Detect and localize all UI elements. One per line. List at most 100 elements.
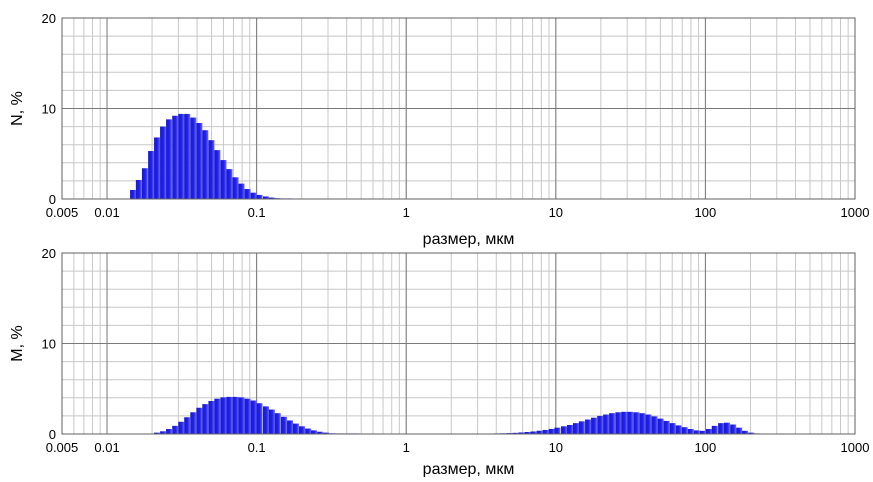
bar xyxy=(561,426,568,434)
bar xyxy=(220,160,227,199)
bar xyxy=(130,189,137,199)
plot-frame xyxy=(61,17,856,200)
y-tick-label: 20 xyxy=(42,246,56,261)
bar xyxy=(220,397,227,434)
bar xyxy=(208,140,215,199)
bar xyxy=(651,416,658,434)
bar xyxy=(184,113,191,199)
y-tick-label: 0 xyxy=(49,192,56,207)
x-tick-label: 10 xyxy=(549,440,563,455)
bar xyxy=(184,417,191,434)
bar xyxy=(256,403,263,434)
bar xyxy=(160,126,167,199)
x-tick-label: 0.01 xyxy=(94,205,119,220)
bar xyxy=(287,420,294,434)
bar xyxy=(226,396,233,434)
bar xyxy=(542,429,549,434)
bar xyxy=(202,404,209,434)
bar xyxy=(135,180,142,199)
bar xyxy=(232,396,239,434)
x-tick-label: 0.1 xyxy=(248,440,266,455)
bar xyxy=(567,424,574,434)
bar xyxy=(190,117,197,199)
bar xyxy=(663,420,670,434)
bar xyxy=(615,412,622,434)
x-axis-label: размер, мкм xyxy=(423,461,515,477)
bar xyxy=(305,428,312,434)
bar xyxy=(730,424,737,434)
bar xyxy=(160,431,167,434)
bar xyxy=(742,430,749,434)
bar xyxy=(687,429,694,434)
x-tick-label: 10 xyxy=(549,205,563,220)
bar xyxy=(609,413,616,434)
bar xyxy=(244,189,251,199)
bar xyxy=(657,418,664,434)
bar xyxy=(317,431,324,434)
bar xyxy=(178,113,185,199)
bar xyxy=(238,183,245,199)
bar xyxy=(639,413,646,434)
bar xyxy=(591,417,598,434)
plot-frame xyxy=(61,252,856,435)
y-tick-label: 10 xyxy=(42,102,56,117)
bar xyxy=(736,427,743,434)
bar xyxy=(178,421,185,434)
bar xyxy=(548,428,555,434)
bar xyxy=(597,415,604,434)
bar xyxy=(190,412,197,434)
y-axis-label: M, % xyxy=(9,325,26,361)
bar xyxy=(232,177,239,199)
bar xyxy=(202,130,209,199)
bar xyxy=(718,423,725,434)
bar xyxy=(166,119,173,199)
mass-distribution-chart: 0.005 0.01 0.1 1 10 100 1000 0 10 20 размер, мкм M,… xyxy=(9,246,870,478)
x-tick-label: 100 xyxy=(695,205,717,220)
x-tick-label: 1000 xyxy=(841,440,870,455)
x-tick-label: 0.01 xyxy=(94,440,119,455)
bar xyxy=(693,430,700,434)
bar xyxy=(711,425,718,434)
bar xyxy=(603,414,610,434)
y-tick-label: 20 xyxy=(42,11,56,26)
bar xyxy=(585,419,592,434)
bar xyxy=(268,409,275,434)
bar xyxy=(196,122,203,199)
bar xyxy=(524,432,531,434)
bar xyxy=(675,425,682,434)
bar xyxy=(645,414,652,434)
bar xyxy=(705,429,712,434)
y-axis-label: N, % xyxy=(9,91,26,126)
x-tick-label: 0.005 xyxy=(46,205,79,220)
bar xyxy=(262,406,269,434)
bar xyxy=(141,168,148,199)
bar xyxy=(699,430,706,434)
bar xyxy=(681,427,688,434)
x-tick-label: 1 xyxy=(403,205,410,220)
y-tick-label: 0 xyxy=(49,427,56,442)
bar xyxy=(166,429,173,434)
bar xyxy=(226,169,233,199)
bar xyxy=(238,397,245,434)
x-tick-label: 0.005 xyxy=(46,440,79,455)
x-tick-label: 1000 xyxy=(841,205,870,220)
bar xyxy=(512,432,519,434)
bar xyxy=(323,432,330,434)
bar xyxy=(311,430,318,434)
bar xyxy=(518,432,525,434)
x-tick-label: 0.1 xyxy=(248,205,266,220)
bar xyxy=(244,398,251,434)
bar xyxy=(268,197,275,199)
bar xyxy=(554,427,561,434)
bar xyxy=(214,398,221,434)
bar xyxy=(154,137,161,199)
bar xyxy=(256,194,263,199)
bar xyxy=(292,423,299,434)
bar xyxy=(274,413,281,434)
x-tick-label: 1 xyxy=(403,440,410,455)
bar xyxy=(172,115,179,199)
bar xyxy=(262,196,269,199)
bar xyxy=(723,422,730,434)
